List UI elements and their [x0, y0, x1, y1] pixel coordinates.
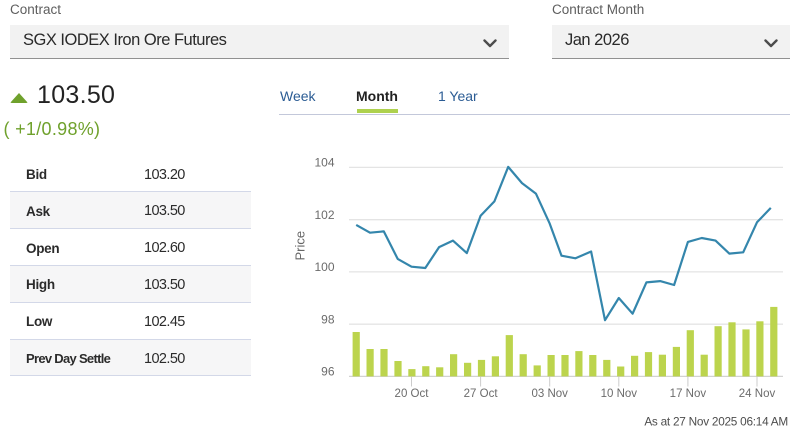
svg-text:10 Nov: 10 Nov — [601, 388, 638, 400]
svg-text:100: 100 — [314, 260, 334, 274]
svg-text:27 Oct: 27 Oct — [464, 388, 499, 400]
svg-text:20 Oct: 20 Oct — [395, 388, 430, 400]
svg-text:24 Nov: 24 Nov — [739, 388, 776, 400]
svg-text:17 Nov: 17 Nov — [670, 388, 707, 400]
svg-text:Price: Price — [293, 231, 308, 261]
svg-text:104: 104 — [314, 156, 334, 170]
svg-text:03 Nov: 03 Nov — [531, 388, 568, 400]
svg-text:98: 98 — [321, 312, 335, 326]
svg-text:As at 27 Nov 2025 06:14 AM: As at 27 Nov 2025 06:14 AM — [644, 415, 788, 429]
svg-text:102: 102 — [314, 208, 334, 222]
svg-text:96: 96 — [321, 365, 335, 379]
